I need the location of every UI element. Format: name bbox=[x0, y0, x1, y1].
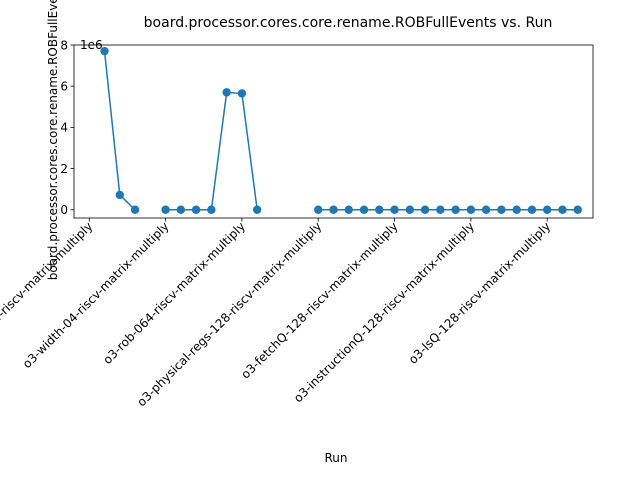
plot-border bbox=[73, 44, 594, 219]
y-tick-label: 2 bbox=[60, 162, 68, 176]
data-point bbox=[497, 205, 506, 214]
data-point bbox=[222, 88, 231, 97]
data-point bbox=[527, 205, 537, 214]
y-axis: 0 2 4 6 8 bbox=[60, 38, 74, 217]
data-point bbox=[237, 89, 247, 98]
data-point bbox=[436, 205, 445, 214]
data-point bbox=[466, 205, 476, 214]
series-layer bbox=[100, 46, 582, 214]
data-point bbox=[543, 205, 552, 214]
data-point bbox=[161, 205, 170, 214]
data-point bbox=[451, 205, 460, 214]
chart-title: board.processor.cores.core.rename.ROBFul… bbox=[144, 15, 553, 31]
data-point bbox=[512, 205, 521, 214]
data-point bbox=[375, 205, 384, 214]
data-point bbox=[314, 205, 323, 214]
data-point bbox=[420, 205, 430, 214]
axes-frame bbox=[73, 44, 594, 219]
data-point bbox=[100, 46, 109, 56]
data-point bbox=[207, 205, 216, 214]
data-point bbox=[359, 205, 369, 214]
data-point bbox=[329, 205, 338, 214]
data-point bbox=[252, 205, 262, 214]
y-tick-label: 0 bbox=[60, 203, 68, 217]
y-tick-label: 4 bbox=[60, 121, 68, 135]
y-tick-label: 8 bbox=[60, 38, 68, 52]
y-tick-label: 6 bbox=[60, 79, 68, 93]
data-point bbox=[405, 205, 415, 214]
data-point bbox=[115, 190, 124, 200]
data-point bbox=[558, 205, 567, 214]
y-multiplier-label: 1e6 bbox=[80, 38, 103, 52]
data-point bbox=[130, 205, 140, 214]
data-point bbox=[573, 205, 582, 214]
data-point bbox=[344, 205, 353, 214]
data-point bbox=[481, 205, 491, 214]
data-point bbox=[390, 205, 399, 214]
data-point bbox=[176, 205, 186, 214]
x-axis-label: Run bbox=[324, 451, 347, 465]
data-point bbox=[191, 205, 201, 214]
y-axis-label: board.processor.cores.core.rename.ROBFul… bbox=[46, 0, 60, 280]
